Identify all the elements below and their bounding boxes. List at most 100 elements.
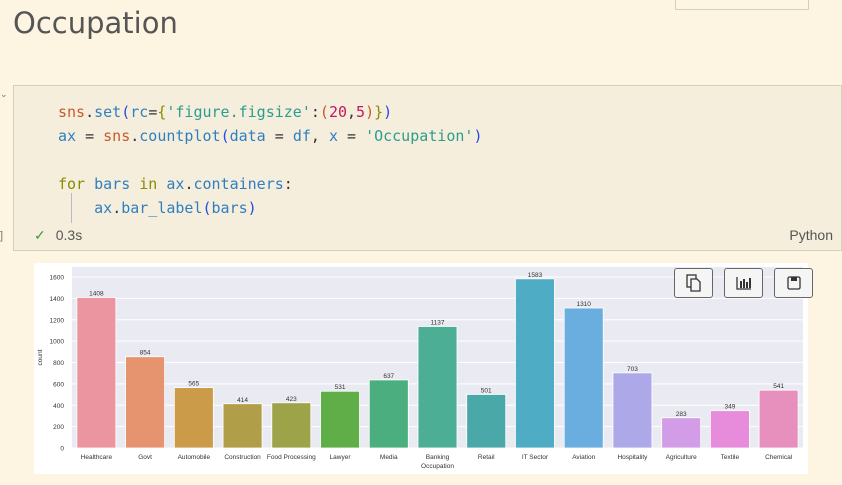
- x-tick-label: Healthcare: [81, 454, 113, 461]
- bar-value-label: 565: [188, 381, 199, 388]
- bar: [173, 387, 214, 449]
- code-token: (: [202, 199, 212, 217]
- check-icon: ✓: [34, 227, 46, 243]
- x-tick-label: Food Processing: [267, 454, 316, 461]
- section-title: Occupation: [13, 6, 178, 40]
- language-indicator[interactable]: Python: [789, 227, 833, 243]
- bar-value-label: 1583: [528, 272, 543, 279]
- code-line: [58, 148, 482, 172]
- bar: [76, 297, 117, 449]
- code-token: [85, 175, 94, 193]
- code-token: data: [229, 127, 266, 145]
- code-token: bar_label: [121, 199, 203, 217]
- bar-value-label: 703: [627, 366, 638, 373]
- bar: [417, 326, 458, 449]
- output-panel-edge: [675, 0, 809, 10]
- code-token: ): [383, 103, 393, 121]
- code-token: ): [473, 127, 483, 145]
- y-tick-label: 1000: [50, 339, 65, 346]
- y-tick-label: 800: [53, 360, 64, 367]
- bar-value-label: 1310: [576, 301, 591, 308]
- code-token: ): [365, 103, 375, 121]
- y-tick-label: 1400: [50, 296, 65, 303]
- y-tick-label: 1600: [50, 275, 65, 282]
- bar: [320, 390, 360, 449]
- code-token: set: [94, 103, 122, 121]
- bar-chart: 0 200 400 600 800 1000 1200 1400 1600 count 1408 He…: [37, 267, 803, 470]
- code-token: .: [184, 175, 194, 193]
- code-token: in: [139, 175, 158, 193]
- code-token: .: [85, 103, 95, 121]
- code-token: bars: [211, 199, 248, 217]
- code-token: :: [310, 103, 320, 121]
- code-token: countplot: [139, 127, 221, 145]
- bar-value-label: 349: [724, 404, 735, 411]
- x-tick-label: Banking: [426, 454, 450, 461]
- bar: [563, 307, 604, 449]
- code-token: .: [130, 127, 140, 145]
- x-tick-label: Chemical: [765, 454, 793, 461]
- bar: [710, 410, 750, 449]
- bar: [758, 389, 799, 449]
- code-token: =: [265, 127, 293, 145]
- save-button[interactable]: [774, 268, 813, 298]
- code-token: =: [76, 127, 104, 145]
- x-tick-label: IT Sector: [522, 454, 549, 461]
- x-tick-label: Media: [380, 454, 398, 461]
- y-tick-label: 600: [53, 381, 64, 388]
- bar: [125, 356, 165, 449]
- bar-value-label: 854: [140, 350, 151, 357]
- bar: [222, 403, 263, 449]
- y-axis-label: count: [37, 349, 44, 365]
- bar: [661, 417, 702, 449]
- x-tick-label: Hospitality: [617, 454, 648, 461]
- collapse-chevron-icon[interactable]: ⌄: [0, 89, 8, 99]
- code-token: x: [328, 127, 338, 145]
- x-axis-label: Occupation: [421, 463, 454, 470]
- x-tick-label: Agriculture: [666, 454, 697, 461]
- code-token: ,: [347, 103, 357, 121]
- code-token: df: [292, 127, 311, 145]
- x-tick-label: Aviation: [572, 454, 595, 461]
- bar-value-label: 414: [237, 397, 248, 404]
- code-token: =: [148, 103, 158, 121]
- code-editor[interactable]: sns.set(rc={'figure.figsize':(20,5)}) ax …: [58, 100, 482, 220]
- bar: [368, 379, 409, 449]
- code-token: rc: [130, 103, 149, 121]
- code-token: (: [220, 127, 230, 145]
- code-token: 5: [356, 103, 366, 121]
- bar: [271, 402, 312, 449]
- code-token: sns: [58, 103, 86, 121]
- bar-value-label: 501: [481, 387, 492, 394]
- code-token: ax: [58, 127, 77, 145]
- code-line: for bars in ax.containers:: [58, 172, 482, 196]
- code-token: (: [121, 103, 131, 121]
- code-token: }: [374, 103, 384, 121]
- code-cell[interactable]: sns.set(rc={'figure.figsize':(20,5)}) ax …: [13, 85, 842, 251]
- code-line: ax = sns.countplot(data = df, x = 'Occup…: [58, 124, 482, 148]
- bar-value-label: 531: [335, 384, 346, 391]
- code-token: 'Occupation': [365, 127, 474, 145]
- code-line: sns.set(rc={'figure.figsize':(20,5)}): [58, 100, 482, 124]
- copy-button[interactable]: [674, 268, 713, 298]
- x-tick-label: Textile: [721, 454, 740, 461]
- y-tick-label: 0: [60, 446, 64, 453]
- bar-value-label: 423: [286, 396, 297, 403]
- y-tick-label: 1200: [50, 317, 65, 324]
- code-token: ax: [94, 199, 113, 217]
- code-line: ax.bar_label(bars): [58, 196, 482, 220]
- chart-icon: [735, 277, 751, 290]
- bar-value-label: 1408: [89, 291, 104, 298]
- execution-time: 0.3s: [55, 227, 83, 243]
- code-token: for: [58, 175, 86, 193]
- bar: [612, 372, 653, 449]
- code-token: (: [319, 103, 329, 121]
- bar: [466, 394, 507, 449]
- code-token: containers: [193, 175, 284, 193]
- x-tick-label: Govt: [138, 454, 152, 461]
- x-tick-label: Construction: [224, 454, 261, 461]
- code-token: .: [112, 199, 122, 217]
- execution-bracket: ]: [0, 230, 4, 242]
- code-token: 20: [328, 103, 347, 121]
- chart-view-button[interactable]: [724, 268, 763, 298]
